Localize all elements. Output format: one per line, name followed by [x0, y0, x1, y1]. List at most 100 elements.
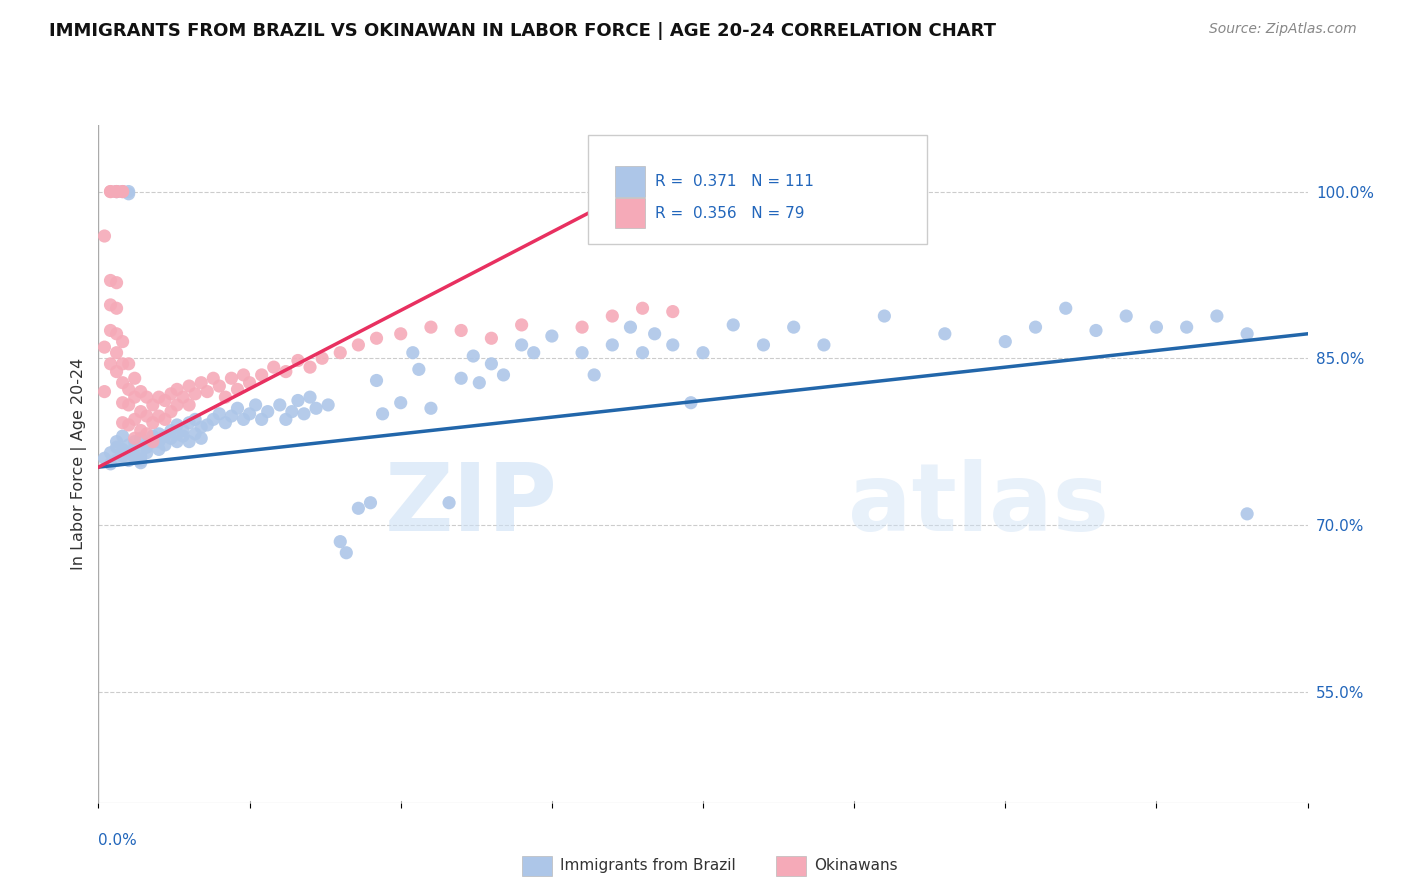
- Point: [160, 431, 183, 445]
- Point: [129, 453, 152, 467]
- FancyBboxPatch shape: [588, 135, 927, 244]
- Point: [481, 331, 503, 345]
- Point: [153, 429, 176, 443]
- Point: [142, 429, 165, 443]
- Point: [184, 426, 207, 441]
- Point: [679, 395, 702, 409]
- Point: [160, 404, 183, 418]
- Point: [202, 412, 225, 426]
- Point: [214, 416, 236, 430]
- Point: [105, 301, 128, 316]
- Point: [100, 446, 122, 460]
- Point: [463, 349, 485, 363]
- Point: [118, 446, 141, 460]
- Point: [105, 434, 128, 449]
- Point: [1236, 507, 1258, 521]
- Point: [360, 496, 382, 510]
- Point: [366, 374, 388, 388]
- Text: ZIP: ZIP: [385, 458, 558, 550]
- Point: [118, 453, 141, 467]
- Point: [129, 404, 152, 418]
- Point: [118, 417, 141, 432]
- Point: [723, 318, 745, 332]
- Point: [274, 412, 297, 426]
- Point: [153, 412, 176, 426]
- Point: [195, 384, 218, 399]
- Point: [662, 338, 685, 352]
- Text: IMMIGRANTS FROM BRAZIL VS OKINAWAN IN LABOR FORCE | AGE 20-24 CORRELATION CHART: IMMIGRANTS FROM BRAZIL VS OKINAWAN IN LA…: [49, 22, 997, 40]
- Point: [311, 351, 333, 366]
- Point: [166, 434, 188, 449]
- Point: [100, 357, 122, 371]
- Point: [166, 398, 188, 412]
- Point: [190, 431, 212, 445]
- Point: [1175, 320, 1198, 334]
- Bar: [614, 167, 645, 197]
- Point: [184, 387, 207, 401]
- Point: [1054, 301, 1077, 316]
- Point: [371, 407, 394, 421]
- Point: [208, 407, 231, 421]
- Point: [111, 357, 134, 371]
- Point: [93, 451, 115, 466]
- Point: [540, 329, 562, 343]
- Point: [202, 371, 225, 385]
- Point: [172, 424, 194, 438]
- Point: [263, 360, 285, 375]
- Point: [105, 345, 128, 359]
- Point: [142, 434, 165, 449]
- Bar: [776, 855, 806, 876]
- Point: [124, 371, 146, 385]
- Point: [111, 395, 134, 409]
- Point: [437, 496, 460, 510]
- Point: [523, 345, 546, 359]
- Point: [93, 384, 115, 399]
- Text: Okinawans: Okinawans: [814, 858, 898, 872]
- Point: [118, 357, 141, 371]
- Point: [1115, 309, 1137, 323]
- Point: [153, 438, 176, 452]
- Point: [1085, 323, 1108, 337]
- Point: [129, 449, 152, 463]
- Point: [783, 320, 806, 334]
- Point: [124, 412, 146, 426]
- Point: [389, 395, 412, 409]
- Point: [329, 345, 352, 359]
- Point: [347, 501, 370, 516]
- Text: Immigrants from Brazil: Immigrants from Brazil: [561, 858, 737, 872]
- Point: [179, 434, 201, 449]
- Point: [226, 401, 249, 416]
- Point: [105, 326, 128, 341]
- Point: [583, 368, 606, 382]
- Point: [105, 185, 128, 199]
- Point: [402, 345, 425, 359]
- Point: [118, 185, 141, 199]
- Point: [111, 449, 134, 463]
- Point: [105, 185, 128, 199]
- Point: [250, 412, 273, 426]
- Point: [245, 398, 267, 412]
- Point: [214, 390, 236, 404]
- Point: [111, 185, 134, 199]
- Point: [305, 401, 328, 416]
- Point: [148, 390, 170, 404]
- Point: [239, 407, 262, 421]
- Point: [105, 185, 128, 199]
- Point: [602, 309, 624, 323]
- Point: [135, 438, 157, 452]
- Point: [934, 326, 956, 341]
- Point: [1206, 309, 1229, 323]
- Point: [1144, 320, 1167, 334]
- Y-axis label: In Labor Force | Age 20-24: In Labor Force | Age 20-24: [72, 358, 87, 570]
- Point: [124, 431, 146, 445]
- Point: [450, 371, 472, 385]
- Point: [124, 451, 146, 466]
- Point: [190, 420, 212, 434]
- Point: [160, 387, 183, 401]
- Point: [631, 301, 654, 316]
- Point: [179, 416, 201, 430]
- Point: [813, 338, 835, 352]
- Text: atlas: atlas: [848, 458, 1109, 550]
- Point: [221, 409, 243, 423]
- Point: [269, 398, 291, 412]
